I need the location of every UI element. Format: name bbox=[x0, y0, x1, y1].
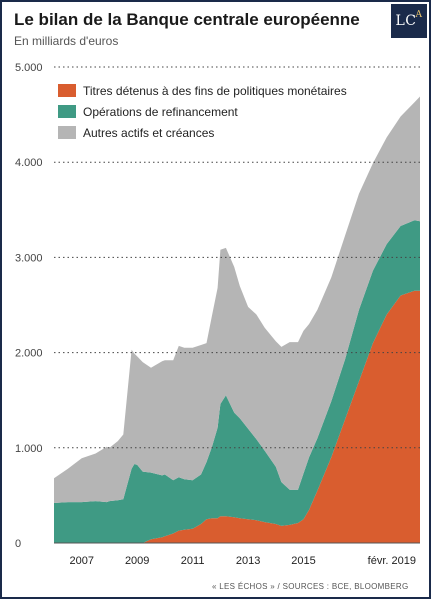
legend-swatch bbox=[58, 105, 76, 118]
source-note: « LES ÉCHOS » / SOURCES : BCE, BLOOMBERG bbox=[212, 582, 409, 591]
chart-title: Le bilan de la Banque centrale européenn… bbox=[14, 10, 360, 29]
x-tick-label: 2015 bbox=[291, 555, 315, 567]
series-area-2 bbox=[54, 220, 420, 544]
legend-label: Titres détenus à des fins de politiques … bbox=[83, 84, 347, 98]
x-tick-label: 2009 bbox=[125, 555, 149, 567]
y-tick-label: 0 bbox=[15, 538, 21, 550]
y-axis-ticks: 0 1.000 2.000 3.000 4.000 5.000 bbox=[15, 62, 43, 550]
x-tick-label: févr. 2019 bbox=[368, 555, 416, 567]
series-area-1 bbox=[54, 290, 420, 543]
x-axis-ticks: 2007 2009 2011 2013 2015 févr. 2019 bbox=[69, 555, 416, 567]
x-tick-label: 2007 bbox=[69, 555, 93, 567]
grid-layer bbox=[54, 66, 420, 544]
x-tick-label: 2013 bbox=[236, 555, 260, 567]
y-tick-label: 1.000 bbox=[15, 443, 43, 455]
legend-label: Autres actifs et créances bbox=[83, 126, 214, 140]
y-tick-label: 2.000 bbox=[15, 348, 43, 360]
legend-swatch bbox=[58, 126, 76, 139]
legend-label: Opérations de refinancement bbox=[83, 105, 238, 119]
y-tick-label: 4.000 bbox=[15, 157, 43, 169]
lca-logo: LC A bbox=[391, 4, 427, 38]
y-tick-label: 3.000 bbox=[15, 252, 43, 264]
legend-swatch bbox=[58, 84, 76, 97]
chart-subtitle: En milliards d'euros bbox=[14, 34, 119, 48]
area-layer bbox=[54, 96, 420, 544]
y-tick-label: 5.000 bbox=[15, 62, 43, 74]
series-area-3 bbox=[54, 96, 420, 503]
legend: Titres détenus à des fins de politiques … bbox=[58, 84, 347, 140]
x-tick-label: 2011 bbox=[181, 555, 205, 567]
